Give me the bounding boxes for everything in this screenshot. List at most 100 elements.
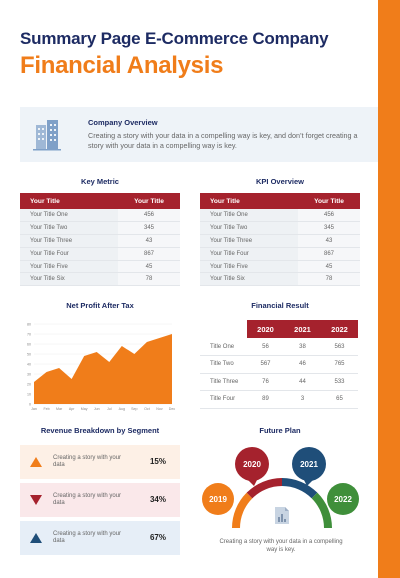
plan-node-2022: 2022 — [327, 483, 359, 515]
y-tick-label: 70 — [27, 333, 31, 337]
y-tick-label: 50 — [27, 353, 31, 357]
key-metric-header-2: Your Title — [118, 193, 180, 209]
table-row: Your Title Three 43 — [20, 234, 180, 248]
document-chart-icon — [275, 507, 289, 524]
plan-year-label: 2022 — [334, 495, 352, 504]
row-value: 78 — [118, 272, 180, 287]
x-tick-label: Jun — [94, 407, 100, 411]
plan-arc-2022 — [311, 492, 332, 529]
plan-arc-2020 — [246, 478, 283, 499]
revenue-text: Creating a story with your data — [53, 531, 122, 544]
table-row: Your Title Two 345 — [20, 221, 180, 236]
row-label: Title Four — [200, 390, 247, 409]
row-value: 867 — [298, 247, 360, 261]
blank-header — [200, 320, 247, 338]
row-label: Title Three — [200, 373, 247, 391]
table-row: Your Title Four 867 — [200, 247, 360, 261]
x-tick-label: Apr — [69, 407, 75, 411]
kpi-header-2: Your Title — [298, 193, 360, 209]
profit-chart-title: Net Profit After Tax — [66, 301, 134, 310]
y-tick-label: 0 — [29, 403, 31, 407]
revenue-title: Revenue Breakdown by Segment — [40, 426, 160, 435]
triangle-up-icon — [30, 457, 42, 467]
row-label: Your Title Six — [20, 272, 118, 287]
plan-year-label: 2019 — [209, 495, 227, 504]
cell: 65 — [321, 390, 358, 409]
row-label: Title One — [200, 338, 247, 356]
building-icon — [33, 120, 61, 151]
revenue-percent: 15% — [149, 457, 166, 466]
row-value: 43 — [298, 234, 360, 248]
table-row: Your Title Five 45 — [200, 260, 360, 274]
x-tick-label: Jul — [107, 407, 112, 411]
y-tick-label: 20 — [27, 383, 31, 387]
key-metric-table: Your Title Your Title Your Title One 456 … — [20, 193, 180, 287]
cell: 765 — [321, 355, 358, 374]
y-tick-label: 30 — [27, 373, 31, 377]
x-tick-label: Aug — [119, 407, 125, 411]
cell: 38 — [284, 338, 321, 356]
future-plan-diagram: 2019 2020 2021 2022 — [202, 447, 359, 529]
row-label: Your Title Two — [20, 221, 118, 236]
financial-result-title: Financial Result — [251, 301, 309, 310]
table-row: Title Three 76 44 533 — [200, 373, 358, 391]
table-row: Title One 56 38 563 — [200, 338, 358, 356]
plan-node-2021: 2021 — [292, 447, 326, 486]
row-label: Your Title Five — [200, 260, 298, 274]
kpi-overview-title: KPI Overview — [256, 177, 304, 186]
table-row: Title Two 567 46 765 — [200, 355, 358, 374]
row-value: 43 — [118, 234, 180, 248]
financial-result-table: 2020 2021 2022 Title One 56 38 563 Title Tw… — [200, 320, 358, 409]
cell: 46 — [284, 355, 321, 374]
cell: 533 — [321, 373, 358, 391]
row-label: Your Title Five — [20, 260, 118, 274]
year-header: 2021 — [284, 320, 321, 338]
y-tick-label: 80 — [27, 323, 31, 327]
plan-year-label: 2020 — [243, 460, 261, 469]
overview-text: Creating a story with your data in a com… — [88, 131, 358, 150]
triangle-down-icon — [30, 495, 42, 505]
cell: 3 — [284, 390, 321, 409]
y-tick-label: 40 — [27, 363, 31, 367]
row-label: Your Title Three — [20, 234, 118, 248]
key-metric-title: Key Metric — [81, 177, 119, 186]
row-label: Your Title One — [200, 209, 298, 223]
revenue-row: Creating a story with your data 34% — [20, 483, 180, 517]
table-row: Your Title Five 45 — [20, 260, 180, 274]
x-tick-label: Sep — [131, 407, 137, 411]
table-row: Your Title Three 43 — [200, 234, 360, 248]
plan-arc-2021 — [281, 478, 318, 499]
company-overview-panel: Company Overview Creating a story with y… — [20, 107, 378, 162]
x-tick-label: Oct — [144, 407, 150, 411]
row-label: Your Title Four — [20, 247, 118, 261]
row-value: 456 — [118, 209, 180, 223]
row-label: Your Title One — [20, 209, 118, 223]
table-row: Your Title Four 867 — [20, 247, 180, 261]
table-row: Your Title Two 345 — [200, 221, 360, 236]
row-value: 45 — [298, 260, 360, 274]
x-tick-label: Dec — [169, 407, 176, 411]
cell: 76 — [247, 373, 284, 391]
revenue-row: Creating a story with your data 15% — [20, 445, 180, 479]
row-label: Your Title Four — [200, 247, 298, 261]
row-label: Your Title Three — [200, 234, 298, 248]
revenue-percent: 67% — [149, 533, 166, 542]
revenue-row: Creating a story with your data 67% — [20, 521, 180, 555]
key-metric-header-1: Your Title — [20, 193, 118, 209]
row-value: 45 — [118, 260, 180, 274]
x-tick-label: May — [81, 407, 88, 411]
row-value: 867 — [118, 247, 180, 261]
triangle-up-icon — [30, 533, 42, 543]
cell: 89 — [247, 390, 284, 409]
profit-area-series — [34, 334, 172, 404]
revenue-text: Creating a story with your data — [53, 455, 122, 468]
table-row: Your Title Six 78 — [20, 272, 180, 287]
y-tick-label: 60 — [27, 343, 31, 347]
accent-stripe — [378, 0, 400, 578]
row-value: 345 — [118, 221, 180, 236]
year-header: 2020 — [247, 320, 284, 338]
table-row: Your Title One 456 — [200, 209, 360, 223]
page-subtitle: Financial Analysis — [20, 52, 224, 79]
plan-year-label: 2021 — [300, 460, 318, 469]
revenue-percent: 34% — [149, 495, 166, 504]
